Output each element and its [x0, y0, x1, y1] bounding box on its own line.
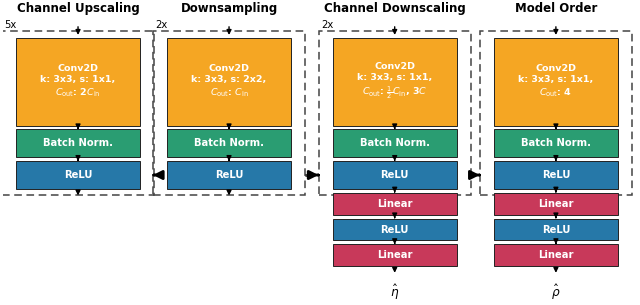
Text: Conv2D
k: 3x3, s: 1x1,
$C_{\rm out}$: 2$C_{\rm in}$: Conv2D k: 3x3, s: 1x1, $C_{\rm out}$: 2$…	[40, 64, 116, 99]
Text: ReLU: ReLU	[381, 170, 409, 180]
Text: Batch Norm.: Batch Norm.	[521, 138, 591, 148]
Bar	[167, 129, 291, 157]
Text: Linear: Linear	[538, 199, 573, 209]
Text: Channel Downscaling: Channel Downscaling	[324, 2, 465, 15]
Bar	[494, 38, 618, 126]
Bar	[494, 193, 618, 215]
Text: Channel Upscaling: Channel Upscaling	[17, 2, 140, 15]
Text: Conv2D
k: 3x3, s: 1x1,
$C_{\rm out}$: $\frac{1}{2}C_{\rm in}$, 3$C$: Conv2D k: 3x3, s: 1x1, $C_{\rm out}$: $\…	[357, 62, 433, 101]
Text: Downsampling: Downsampling	[180, 2, 278, 15]
Bar	[333, 129, 457, 157]
Text: Linear: Linear	[538, 250, 573, 260]
Bar	[2, 31, 154, 196]
Bar	[333, 38, 457, 126]
Bar	[333, 161, 457, 189]
Bar	[494, 161, 618, 189]
Text: Batch Norm.: Batch Norm.	[360, 138, 429, 148]
Text: Conv2D
k: 3x3, s: 2x2,
$C_{\rm out}$: $C_{\rm in}$: Conv2D k: 3x3, s: 2x2, $C_{\rm out}$: $C…	[191, 64, 267, 99]
Text: Conv2D
k: 3x3, s: 1x1,
$C_{\rm out}$: 4: Conv2D k: 3x3, s: 1x1, $C_{\rm out}$: 4	[518, 64, 593, 99]
Bar	[333, 244, 457, 266]
Bar	[494, 244, 618, 266]
Bar	[319, 31, 471, 196]
Text: 2x: 2x	[321, 20, 333, 31]
Text: Model Order: Model Order	[515, 2, 597, 15]
Text: 5x: 5x	[4, 20, 17, 31]
Text: $\hat{\eta}$: $\hat{\eta}$	[390, 283, 399, 302]
Bar	[16, 161, 140, 189]
Bar	[333, 218, 457, 240]
Text: ReLU: ReLU	[541, 224, 570, 235]
Text: Linear: Linear	[377, 199, 412, 209]
Text: ReLU: ReLU	[64, 170, 92, 180]
Text: ReLU: ReLU	[215, 170, 243, 180]
Text: Batch Norm.: Batch Norm.	[43, 138, 113, 148]
Bar	[167, 38, 291, 126]
Text: ReLU: ReLU	[541, 170, 570, 180]
Bar	[153, 31, 305, 196]
Text: ReLU: ReLU	[381, 224, 409, 235]
Bar	[480, 31, 632, 196]
Bar	[167, 161, 291, 189]
Bar	[333, 193, 457, 215]
Bar	[494, 218, 618, 240]
Bar	[494, 129, 618, 157]
Text: $\hat{\rho}$: $\hat{\rho}$	[551, 283, 561, 302]
Bar	[16, 129, 140, 157]
Bar	[16, 38, 140, 126]
Text: Batch Norm.: Batch Norm.	[194, 138, 264, 148]
Text: 2x: 2x	[156, 20, 168, 31]
Text: Linear: Linear	[377, 250, 412, 260]
